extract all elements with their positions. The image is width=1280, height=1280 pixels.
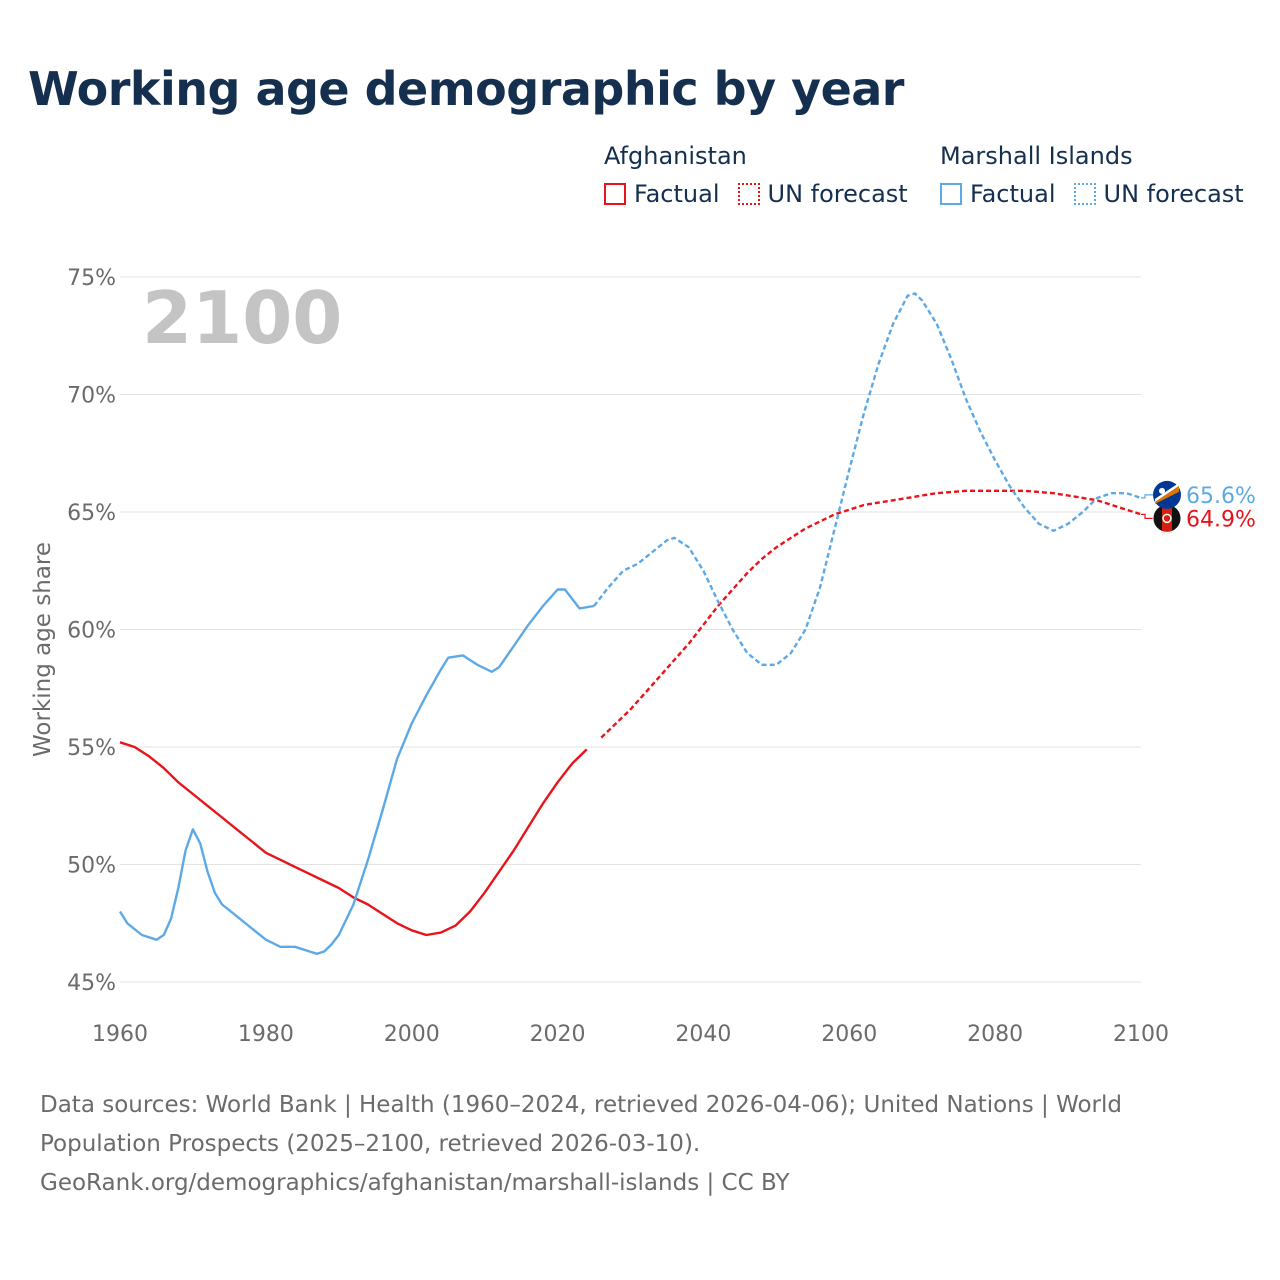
y-tick-label: 45%: [67, 971, 116, 996]
legend-group-afghanistan: Afghanistan Factual UN forecast: [604, 142, 926, 208]
flag-star: [1159, 487, 1165, 494]
year-watermark: 2100: [142, 276, 342, 360]
end-value-label: 64.9%: [1186, 507, 1256, 532]
series-line-afghanistan-factual: [119, 741, 588, 937]
legend-label: Factual: [970, 180, 1056, 208]
x-tick-label: 1960: [92, 1022, 148, 1047]
y-axis-ticks: 45% 50% 55% 60% 65% 70% 75%: [67, 266, 116, 996]
series-lines: [118, 292, 1142, 955]
series-line-marshall-islands-forecast: [593, 292, 1142, 666]
legend-swatch-dotted: [737, 183, 760, 205]
y-tick-label: 70%: [67, 384, 116, 409]
flag-emblem: [1162, 513, 1172, 524]
y-tick-label: 50%: [67, 854, 116, 879]
legend-swatch-solid: [604, 183, 626, 205]
x-tick-label: 2080: [967, 1022, 1023, 1047]
leader-line: [1141, 513, 1153, 519]
y-tick-label: 60%: [67, 619, 116, 644]
legend-swatch-dotted: [1073, 183, 1096, 205]
x-tick-label: 2060: [821, 1022, 877, 1047]
legend-label: UN forecast: [767, 180, 908, 208]
series-line-afghanistan-forecast: [600, 489, 1142, 739]
legend-afghanistan-forecast[interactable]: UN forecast: [737, 180, 908, 208]
sources-line-2: Population Prospects (2025–2100, retriev…: [40, 1131, 701, 1157]
leader-line: [1141, 494, 1153, 499]
end-markers: 64.9%65.6%: [1141, 480, 1256, 533]
sources-line-3[interactable]: GeoRank.org/demographics/afghanistan/mar…: [40, 1170, 790, 1196]
flag-stripe: [1155, 485, 1179, 504]
data-sources: Data sources: World Bank | Health (1960–…: [40, 1086, 1220, 1203]
legend-marshall-forecast[interactable]: UN forecast: [1073, 180, 1244, 208]
legend-swatch-solid: [940, 183, 962, 205]
series-line-marshall-islands-factual: [118, 588, 595, 955]
gridlines: [120, 276, 1141, 983]
sources-line-1: Data sources: World Bank | Health (1960–…: [40, 1092, 1122, 1118]
legend-label: Factual: [634, 180, 720, 208]
y-axis-label: Working age share: [30, 542, 56, 757]
x-tick-label: 2020: [530, 1022, 586, 1047]
y-tick-label: 75%: [67, 266, 116, 291]
x-tick-label: 2040: [675, 1022, 731, 1047]
legend-group-name: Marshall Islands: [940, 142, 1133, 170]
y-tick-label: 55%: [67, 736, 116, 761]
legend-group-name: Afghanistan: [604, 142, 747, 170]
x-tick-label: 2100: [1113, 1022, 1169, 1047]
chart-title: Working age demographic by year: [28, 62, 905, 116]
flag-stripe: [1155, 482, 1179, 502]
legend-afghanistan-factual[interactable]: Factual: [604, 180, 720, 208]
legend-marshall-factual[interactable]: Factual: [940, 180, 1056, 208]
x-tick-label: 2000: [384, 1022, 440, 1047]
x-tick-label: 1980: [238, 1022, 294, 1047]
y-tick-label: 65%: [67, 501, 116, 526]
end-value-label: 65.6%: [1186, 484, 1256, 509]
x-axis-ticks: 1960 1980 2000 2020 2040 2060 2080 2100: [92, 1022, 1169, 1047]
legend-label: UN forecast: [1103, 180, 1244, 208]
flag-stripe: [1162, 504, 1172, 533]
legend-group-marshall-islands: Marshall Islands Factual UN forecast: [940, 142, 1262, 208]
